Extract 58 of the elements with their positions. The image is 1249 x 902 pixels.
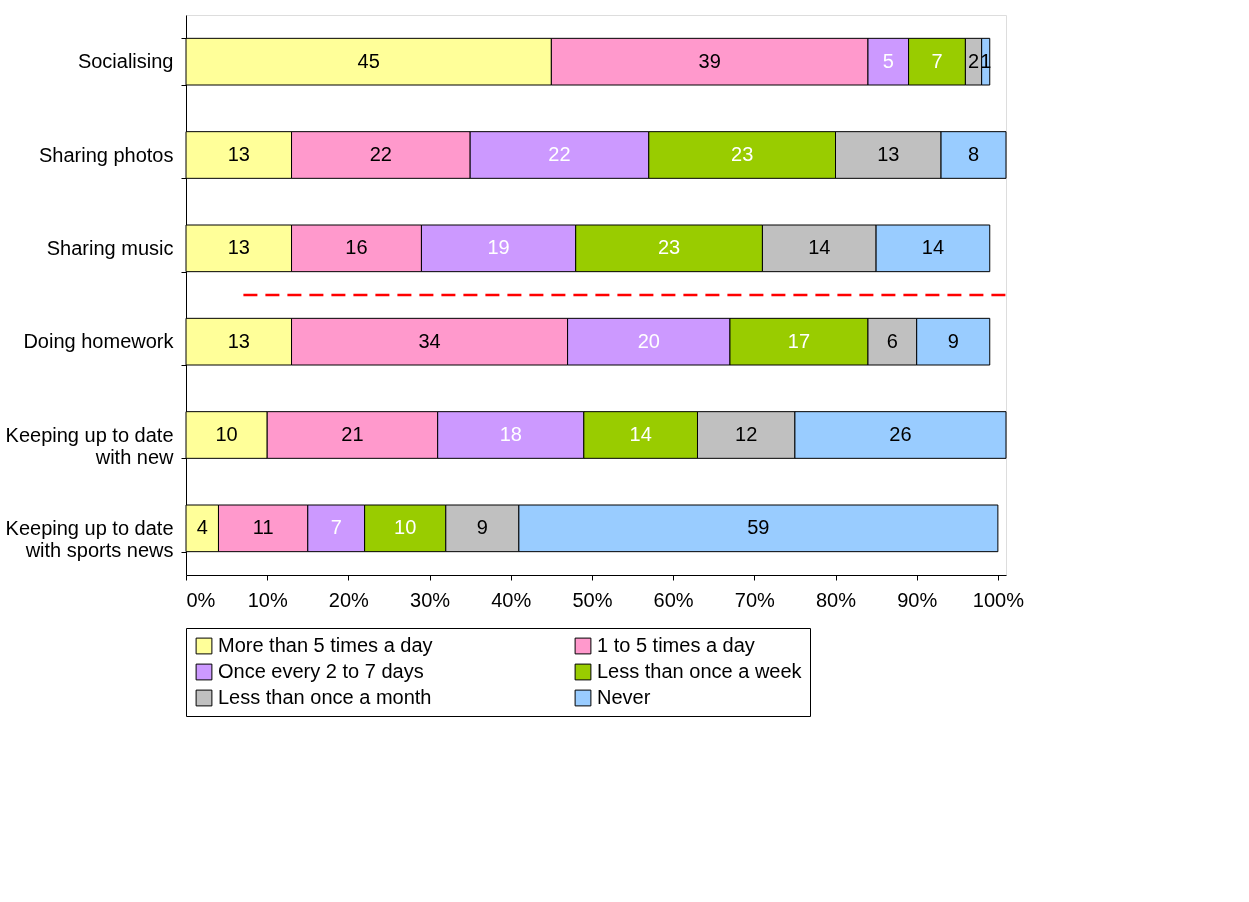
data-label: 20 (637, 329, 660, 352)
data-label: 5 (882, 49, 894, 72)
x-tick-label: 30% (410, 588, 451, 611)
x-tick-label: 70% (734, 588, 776, 611)
data-label: 11 (252, 516, 274, 539)
x-tick-label: 100% (972, 588, 1025, 611)
y-tick-label: Keeping up to date with new (5, 423, 175, 468)
y-tick-label: Doing homework (23, 330, 175, 353)
data-label: 7 (330, 516, 342, 539)
data-label: 16 (345, 236, 368, 259)
legend-label: Once every 2 to 7 days (218, 660, 424, 682)
data-label: 22 (369, 143, 392, 165)
x-tick-label: 60% (653, 588, 694, 611)
data-label: 14 (629, 423, 652, 445)
data-label: 14 (921, 236, 945, 259)
x-tick-label: 90% (897, 588, 938, 611)
data-label: 34 (418, 329, 441, 352)
data-label: 19 (487, 236, 510, 259)
data-label: 12 (735, 423, 758, 445)
data-label: 10 (215, 423, 238, 445)
y-tick-label: Socialising (77, 50, 174, 73)
data-label: 9 (947, 329, 959, 352)
data-label: 13 (877, 143, 900, 165)
x-tick-label: 0% (186, 588, 216, 611)
data-label: 59 (747, 516, 770, 539)
data-label: 45 (357, 49, 380, 72)
data-label: 10 (394, 516, 417, 539)
data-label: 17 (787, 329, 811, 352)
x-tick-label: 40% (491, 588, 532, 611)
data-label: 14 (808, 236, 831, 259)
legend-label: 1 to 5 times a day (597, 634, 755, 656)
data-label: 13 (227, 236, 250, 259)
data-label: 13 (227, 143, 250, 165)
data-label: 2 (967, 49, 980, 72)
y-tick-label: Sharing photos (38, 143, 174, 166)
data-label: 7 (931, 49, 943, 72)
x-tick-label: 50% (572, 588, 613, 611)
data-label: 23 (657, 236, 681, 259)
x-tick-label: 10% (247, 588, 288, 611)
data-label: 4 (196, 516, 208, 539)
legend-label: Never (597, 686, 651, 708)
data-label: 23 (731, 143, 754, 165)
y-tick-label: Sharing music (46, 236, 174, 259)
data-label: 6 (886, 329, 898, 352)
data-label: 39 (698, 49, 721, 72)
data-label: 26 (889, 423, 912, 445)
legend-label: Less than once a month (218, 686, 432, 708)
data-label: 13 (227, 329, 250, 352)
data-label: 18 (499, 423, 522, 445)
data-label: 9 (476, 516, 488, 539)
data-label: 22 (548, 143, 571, 165)
data-label: 8 (967, 143, 980, 165)
y-tick-label: Keeping up to date with sports news (5, 516, 174, 561)
legend-label: More than 5 times a day (218, 634, 433, 656)
legend-label: Less than once a week (597, 660, 803, 682)
data-label: 21 (341, 423, 364, 445)
x-tick-label: 80% (815, 588, 857, 611)
x-tick-label: 20% (328, 588, 370, 611)
